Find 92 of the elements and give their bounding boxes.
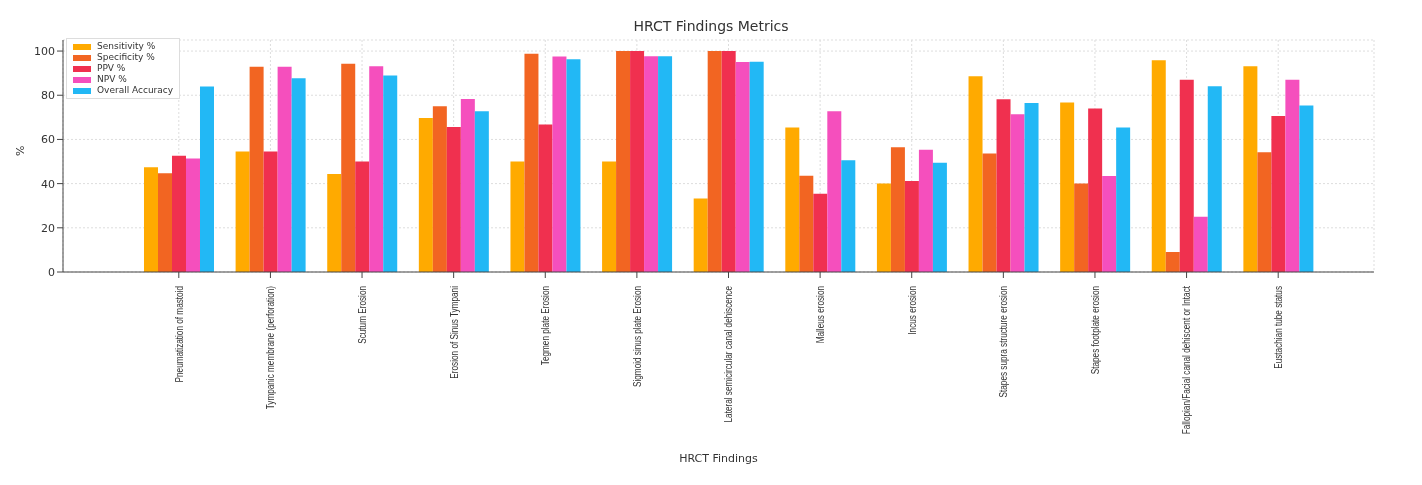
bar (616, 51, 631, 272)
bar (1193, 216, 1208, 272)
bar (157, 173, 172, 272)
bar (341, 63, 356, 272)
bar (602, 161, 617, 272)
bar (841, 160, 856, 272)
bar (1165, 252, 1180, 272)
bar (185, 158, 200, 272)
bar (1271, 116, 1286, 272)
legend-label: Sensitivity % (97, 41, 156, 52)
y-tick-label: 100 (34, 44, 55, 58)
y-tick-label: 20 (41, 221, 55, 235)
legend-label: PPV % (97, 63, 126, 74)
bar (566, 59, 581, 272)
y-tick-label: 0 (48, 265, 55, 279)
bar (1257, 152, 1272, 272)
y-tick-label: 80 (41, 89, 55, 103)
chart-title: HRCT Findings Metrics (632, 18, 790, 34)
bar (785, 127, 800, 272)
x-tick-label: Tegmen plate Erosion (539, 286, 552, 366)
bar (918, 149, 933, 272)
bar (630, 51, 645, 272)
bar (968, 76, 983, 272)
bar (749, 61, 764, 272)
x-tick-label: Erosion of Sinus Tympani (447, 286, 460, 379)
bar (1299, 105, 1314, 272)
bar (249, 66, 264, 272)
bar (693, 198, 708, 272)
bar (1243, 66, 1258, 272)
bar (1151, 60, 1166, 272)
bar (460, 98, 475, 272)
bar (1179, 79, 1194, 272)
y-tick-label: 60 (41, 133, 55, 147)
bar (827, 111, 842, 272)
bar (446, 127, 461, 272)
x-tick-label: Sigmoid sinus plate Erosion (630, 286, 644, 387)
legend-label: Overall Accuracy (97, 85, 174, 96)
bar (876, 183, 891, 272)
bar (143, 167, 158, 272)
bar (291, 78, 306, 272)
bar (432, 106, 447, 272)
bar (904, 180, 919, 272)
x-tick-label: Stapes footplate erosion (1088, 286, 1102, 375)
bar (263, 151, 278, 272)
bar (235, 151, 250, 272)
bar (890, 147, 905, 272)
x-tick-label: Fallopian/Facial canal dehiscent or Intact (1180, 285, 1193, 435)
bar (1088, 108, 1103, 272)
bar (1285, 79, 1300, 272)
x-tick-label: Eustachian tube status (1272, 285, 1285, 369)
bar (552, 56, 567, 272)
bar (1074, 183, 1089, 272)
bar (199, 86, 214, 272)
bar (1010, 114, 1025, 272)
bar (644, 56, 659, 272)
bar (1024, 102, 1039, 272)
x-tick-label: Malleus erosion (813, 286, 827, 344)
bar (932, 162, 947, 272)
bar (524, 53, 539, 272)
x-tick-label: Scutum Erosion (355, 286, 369, 344)
bar (658, 56, 673, 272)
bar (277, 66, 292, 272)
bar (383, 75, 398, 272)
legend-label: Specificity % (97, 52, 155, 63)
bar (474, 111, 489, 272)
y-axis-title: % (13, 145, 27, 156)
bar (707, 51, 722, 272)
x-tick-label: Incus erosion (905, 286, 918, 335)
bar (982, 153, 997, 272)
bar (327, 173, 342, 272)
bar (735, 62, 750, 272)
bar (799, 175, 814, 272)
x-tick-label: Pneumatization of mastoid (172, 286, 185, 383)
bar (1060, 102, 1075, 272)
bar (355, 161, 370, 272)
x-axis-title: HRCT Findings (679, 452, 759, 465)
bar (813, 193, 828, 272)
bar (1207, 86, 1222, 272)
bar (171, 155, 186, 272)
bar (510, 161, 525, 272)
bar (418, 118, 433, 272)
bar (369, 66, 384, 272)
y-tick-label: 40 (41, 177, 55, 191)
x-tick-label: Lateral semicircular canal dehiscence (722, 286, 735, 423)
bar (721, 51, 736, 272)
bar (996, 99, 1011, 272)
x-tick-label: Stapes supra structure erosion (997, 286, 1010, 398)
bar (538, 124, 553, 272)
bar (1102, 175, 1117, 272)
legend-label: NPV % (97, 74, 127, 85)
bar (1116, 127, 1131, 272)
x-tick-label: Tympanic membrane (perforation) (264, 286, 277, 410)
